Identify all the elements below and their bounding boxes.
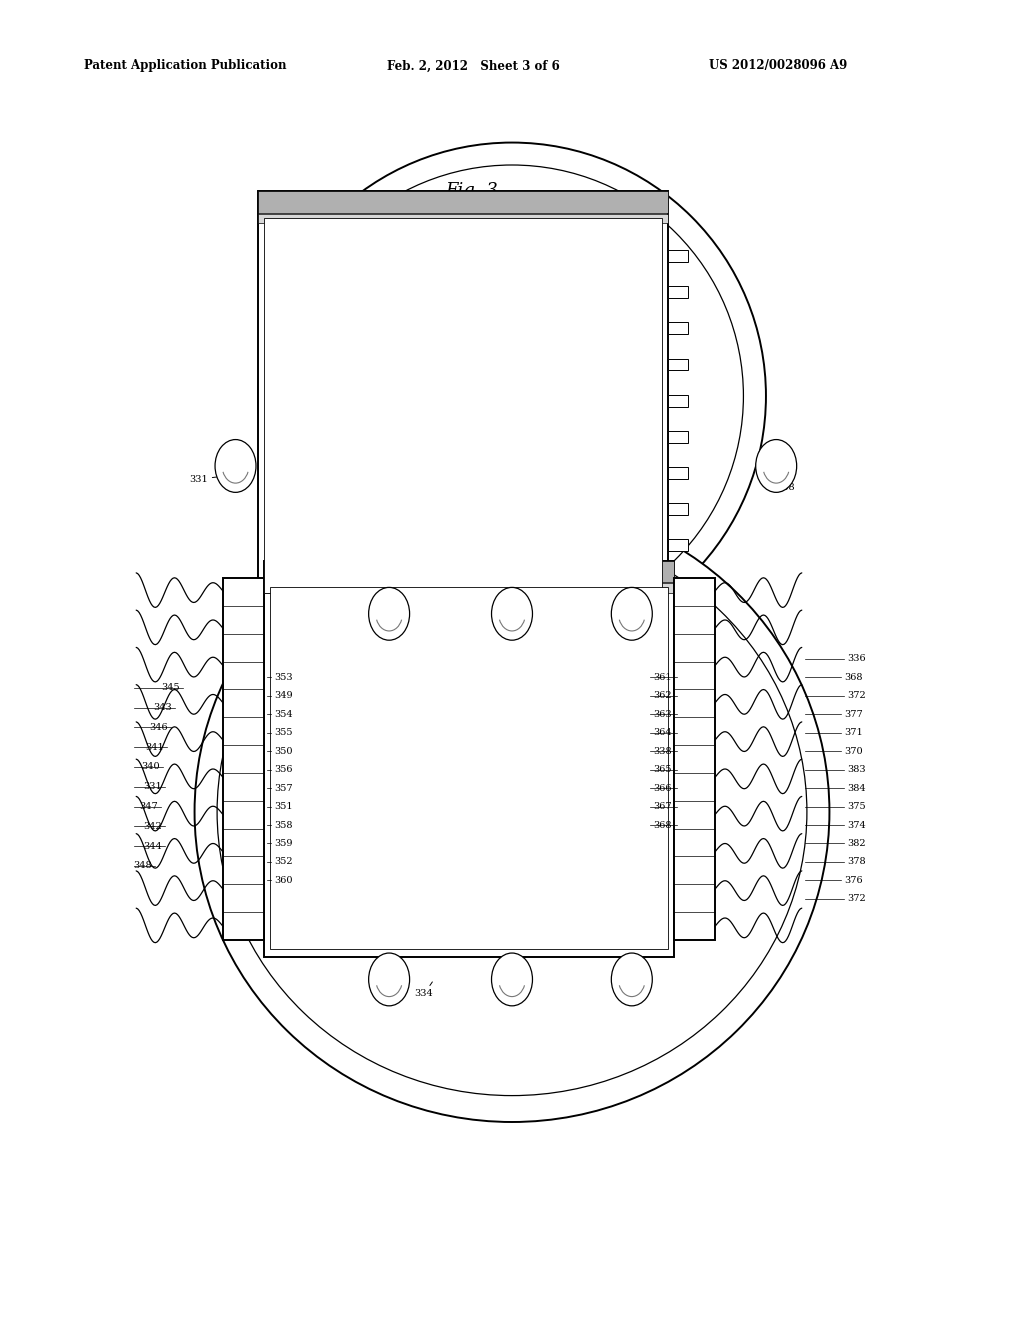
- Text: Patent Application Publication: Patent Application Publication: [84, 59, 287, 73]
- Text: 346: 346: [150, 723, 168, 731]
- Text: 378: 378: [847, 858, 865, 866]
- Text: 340: 340: [141, 763, 160, 771]
- Bar: [223, 578, 264, 940]
- Text: 351: 351: [274, 803, 293, 810]
- Text: 355: 355: [274, 729, 293, 737]
- Text: 359: 359: [274, 840, 293, 847]
- Text: Feb. 2, 2012   Sheet 3 of 6: Feb. 2, 2012 Sheet 3 of 6: [387, 59, 560, 73]
- Text: 368: 368: [844, 673, 862, 681]
- Circle shape: [215, 440, 256, 492]
- Bar: [668, 249, 688, 261]
- Circle shape: [492, 587, 532, 640]
- Circle shape: [369, 312, 410, 364]
- Circle shape: [614, 541, 655, 594]
- Text: 364: 364: [653, 729, 672, 737]
- Text: 362: 362: [653, 692, 672, 700]
- Text: 331: 331: [143, 783, 162, 791]
- Text: 335: 335: [493, 586, 511, 609]
- Bar: [668, 430, 688, 442]
- Text: 357: 357: [274, 784, 293, 792]
- Text: 370: 370: [844, 747, 862, 755]
- Text: 347: 347: [139, 803, 158, 810]
- Circle shape: [611, 953, 652, 1006]
- Text: 383: 383: [847, 766, 865, 774]
- Bar: [264, 218, 662, 593]
- Text: 338: 338: [776, 467, 795, 491]
- Text: 350: 350: [274, 747, 293, 755]
- Circle shape: [492, 953, 532, 1006]
- Text: 331: 331: [189, 473, 253, 483]
- Text: 352: 352: [274, 858, 293, 866]
- Text: 363: 363: [653, 710, 672, 718]
- Circle shape: [756, 440, 797, 492]
- Bar: [674, 578, 715, 940]
- Text: 343: 343: [154, 704, 172, 711]
- Text: 345: 345: [162, 684, 180, 692]
- Bar: [270, 587, 668, 949]
- Bar: [264, 561, 674, 582]
- Text: 360: 360: [274, 876, 293, 884]
- Text: 334: 334: [415, 982, 433, 998]
- Text: 358: 358: [274, 821, 293, 829]
- Text: 354: 354: [274, 710, 293, 718]
- Text: 377: 377: [844, 710, 862, 718]
- Ellipse shape: [195, 502, 829, 1122]
- Circle shape: [358, 541, 399, 594]
- Bar: [264, 583, 674, 593]
- Text: 349: 349: [274, 692, 293, 700]
- Text: 353: 353: [274, 673, 293, 681]
- Text: 376: 376: [844, 876, 862, 884]
- Bar: [668, 395, 688, 407]
- Text: 375: 375: [847, 803, 865, 810]
- Text: 368: 368: [653, 821, 672, 829]
- Text: 348: 348: [133, 862, 152, 870]
- Circle shape: [611, 587, 652, 640]
- Text: 361: 361: [653, 673, 672, 681]
- Text: 371: 371: [844, 729, 862, 737]
- Text: 372: 372: [847, 692, 865, 700]
- Circle shape: [492, 541, 532, 594]
- Text: 366: 366: [653, 784, 672, 792]
- Text: 374: 374: [847, 821, 865, 829]
- Text: 344: 344: [143, 842, 162, 850]
- Bar: [668, 322, 688, 334]
- Circle shape: [492, 312, 532, 364]
- Text: 365: 365: [653, 766, 672, 774]
- Text: 372: 372: [847, 895, 865, 903]
- Text: US 2012/0028096 A9: US 2012/0028096 A9: [709, 59, 847, 73]
- Bar: [258, 191, 668, 213]
- Text: Fig. 3: Fig. 3: [445, 182, 499, 201]
- Text: 384: 384: [847, 784, 865, 792]
- Circle shape: [369, 587, 410, 640]
- Text: 356: 356: [274, 766, 293, 774]
- Ellipse shape: [258, 143, 766, 649]
- Bar: [668, 467, 688, 479]
- Text: 342: 342: [143, 822, 162, 830]
- Bar: [264, 561, 674, 957]
- Text: 338: 338: [653, 747, 672, 755]
- Text: 367: 367: [653, 803, 672, 810]
- Circle shape: [613, 312, 654, 364]
- Bar: [258, 191, 668, 601]
- Text: 334: 334: [425, 577, 443, 595]
- Bar: [668, 503, 688, 515]
- Text: 336: 336: [847, 655, 865, 663]
- Text: 341: 341: [145, 743, 164, 751]
- Text: 382: 382: [847, 840, 865, 847]
- Bar: [668, 540, 688, 552]
- Bar: [258, 214, 668, 223]
- Bar: [668, 286, 688, 298]
- Circle shape: [369, 953, 410, 1006]
- Bar: [668, 359, 688, 371]
